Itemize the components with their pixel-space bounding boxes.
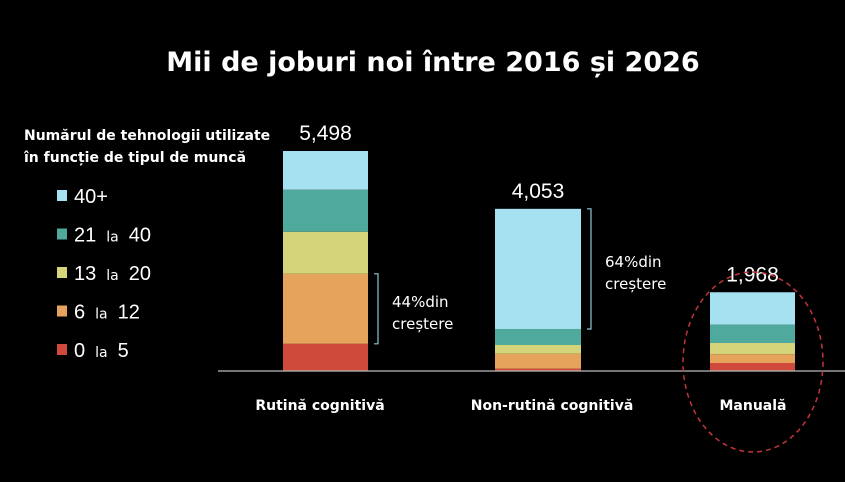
legend-item: 13 la 20 [74,263,151,285]
annotation-text: creștere [392,315,453,333]
legend-item: 6 la 12 [74,302,140,324]
bar-segment [710,324,795,343]
total-label: 1,968 [726,263,779,286]
legend-swatch [57,228,67,240]
annotation-text: 44%din [392,293,449,311]
legend-item: 21 la 40 [74,225,151,247]
legend-swatch [57,267,67,278]
category-label: Rutină cognitivă [255,398,384,414]
bar-segment [283,343,368,371]
labels: 5,498 Rutină cognitivă 4,053 Non-rutină cog… [255,122,786,414]
bar-segment [710,342,795,355]
total-label: 5,498 [299,122,352,145]
legend-swatch [57,305,67,317]
annotations: 44%din creștere 64%din creștere [374,208,666,345]
bar-segment [710,354,795,363]
legend-title-line: Numărul de tehnologii utilizate [24,128,270,144]
bar-segment [283,231,368,274]
bar-segment [283,189,368,232]
bar-segment [495,328,581,345]
annotation-bracket [374,273,379,345]
bar-segment [495,368,581,371]
annotation-bracket [587,208,592,330]
chart-title: Mii de joburi noi între 2016 și 2026 [166,47,699,78]
highlight-circle [682,271,824,453]
annotation-text: creștere [605,275,666,293]
legend-item: 0 la 5 [74,340,129,362]
legend-item: 40+ [74,186,108,208]
bar-segment [495,353,581,369]
bar-segment [710,363,795,371]
bars [283,151,795,371]
legend-title-line: în funcție de tipul de muncă [23,150,246,166]
total-label: 4,053 [512,180,565,203]
legend: Numărul de tehnologii utilizate în funcți… [23,128,270,362]
bar-segment [710,292,795,325]
category-label: Non-rutină cognitivă [471,398,634,414]
legend-swatch [57,344,67,355]
legend-swatch [57,190,67,201]
category-label: Manuală [719,398,786,414]
bar-segment [495,344,581,354]
bar-segment [283,151,368,190]
annotation-text: 64%din [605,253,662,271]
bar-segment [495,208,581,329]
bar-segment [283,273,368,344]
